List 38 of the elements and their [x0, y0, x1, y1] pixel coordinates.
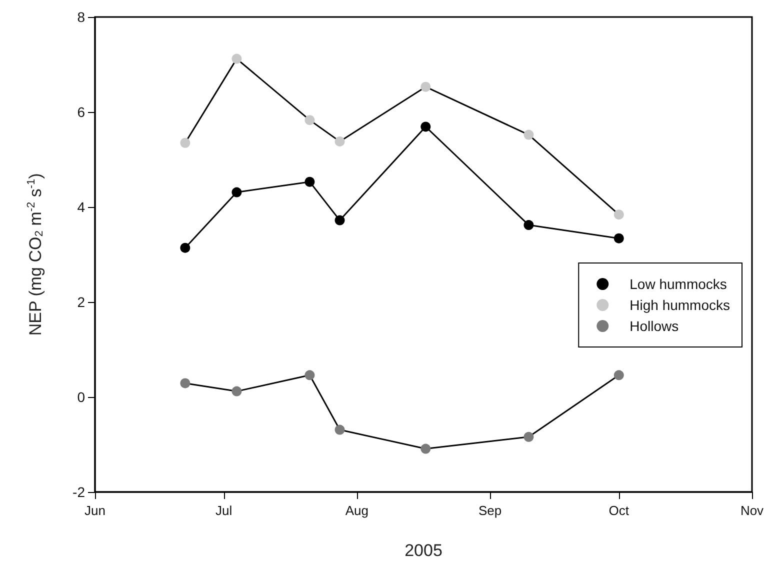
point [420, 82, 431, 92]
x-tick-label: Oct [608, 503, 630, 518]
x-tick-label: Jul [216, 503, 232, 518]
y-tick-label: 0 [77, 389, 86, 405]
point [614, 210, 624, 220]
point [232, 187, 242, 198]
point [524, 432, 534, 442]
point [180, 138, 190, 148]
y-tick-label: 8 [77, 9, 86, 25]
point [420, 444, 431, 454]
legend-label: Hollows [630, 318, 679, 334]
point [304, 370, 315, 380]
point [304, 176, 315, 187]
y-tick-label: 6 [77, 104, 86, 120]
point [232, 386, 242, 396]
point [420, 122, 431, 132]
legend-label: Low hummocks [630, 276, 727, 292]
point [304, 115, 315, 126]
point [334, 215, 345, 226]
x-tick-label: Nov [740, 503, 764, 518]
point [180, 378, 190, 388]
x-tick-label: Aug [345, 503, 369, 518]
point [180, 242, 190, 253]
y-tick-label: -2 [72, 484, 86, 500]
point [524, 220, 534, 230]
x-axis-title: 2005 [404, 541, 442, 560]
legend-label: High hummocks [630, 297, 730, 313]
point [232, 54, 242, 64]
x-tick-label: Sep [478, 503, 502, 518]
point [334, 136, 345, 146]
point [614, 233, 624, 244]
point [614, 370, 624, 380]
y-tick-label: 2 [77, 294, 86, 310]
point [334, 424, 345, 435]
x-tick-label: Jun [84, 503, 106, 518]
y-axis-title: NEP (mg CO2 m-2 s-1) [26, 173, 46, 336]
point [524, 130, 534, 140]
y-tick-label: 4 [77, 199, 86, 215]
